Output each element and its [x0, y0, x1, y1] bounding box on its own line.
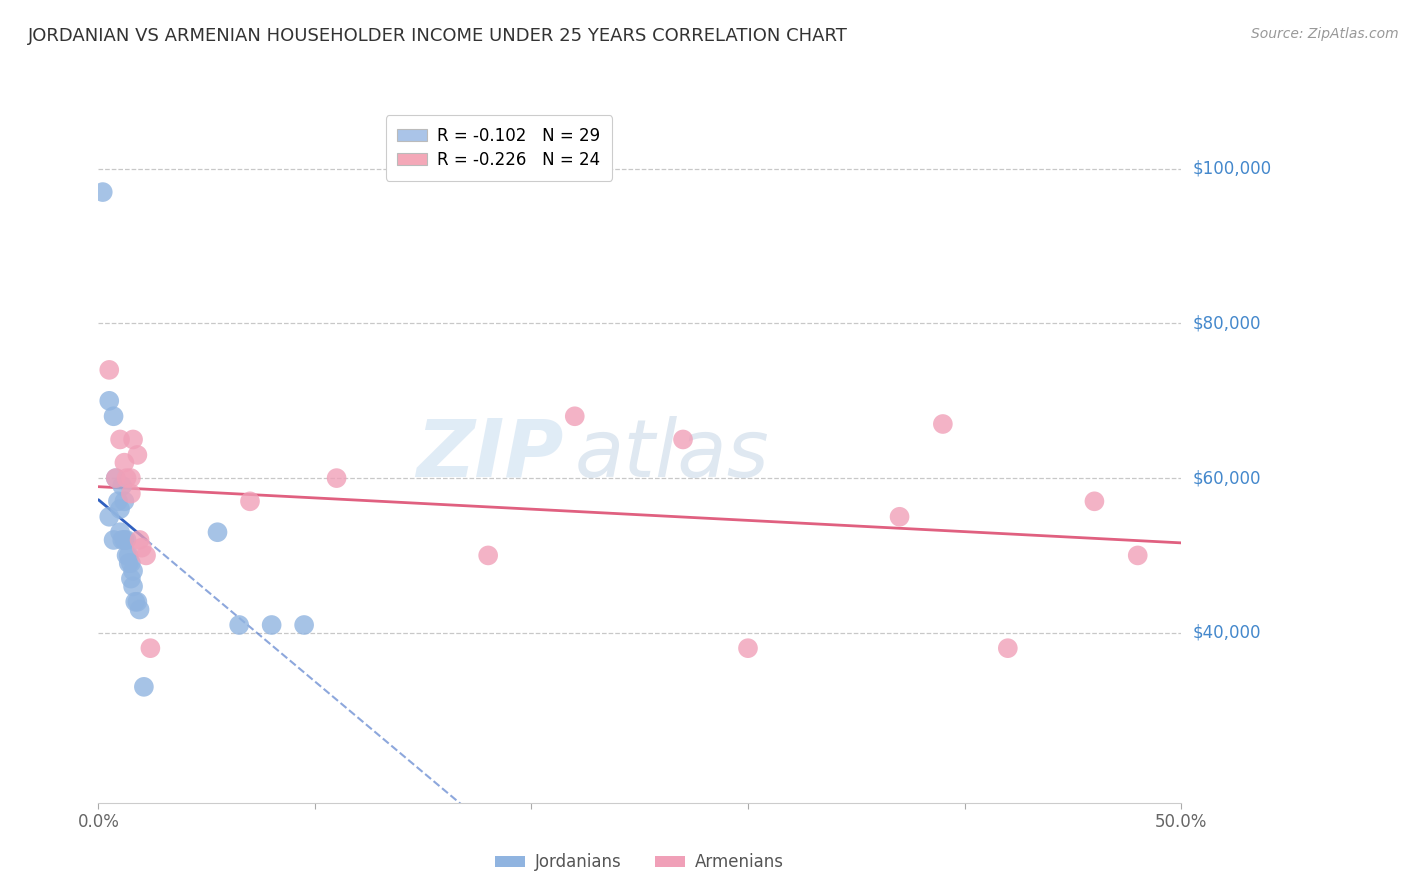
Point — [132, 680, 155, 694]
Point — [127, 595, 149, 609]
Point — [672, 433, 695, 447]
Point — [889, 509, 911, 524]
Point — [131, 541, 153, 555]
Text: atlas: atlas — [575, 416, 769, 494]
Point — [139, 641, 162, 656]
Point — [477, 549, 499, 563]
Point — [104, 471, 127, 485]
Point — [104, 471, 127, 485]
Point — [997, 641, 1019, 656]
Point — [124, 595, 146, 609]
Point — [737, 641, 759, 656]
Point — [103, 409, 125, 424]
Point — [325, 471, 347, 485]
Point — [98, 363, 121, 377]
Point — [1083, 494, 1105, 508]
Point — [1126, 549, 1149, 563]
Point — [127, 448, 149, 462]
Text: $40,000: $40,000 — [1192, 624, 1261, 641]
Point — [122, 579, 145, 593]
Point — [239, 494, 262, 508]
Point — [120, 572, 142, 586]
Text: $80,000: $80,000 — [1192, 315, 1261, 333]
Point — [111, 479, 134, 493]
Point — [118, 556, 141, 570]
Point — [260, 618, 283, 632]
Point — [108, 525, 131, 540]
Point — [120, 486, 142, 500]
Point — [115, 471, 138, 485]
Point — [122, 433, 145, 447]
Point — [564, 409, 586, 424]
Point — [108, 433, 131, 447]
Point — [103, 533, 125, 547]
Point — [228, 618, 250, 632]
Point — [128, 533, 150, 547]
Point — [112, 533, 135, 547]
Point — [115, 533, 138, 547]
Point — [98, 509, 121, 524]
Point — [111, 533, 134, 547]
Point — [91, 185, 114, 199]
Text: $60,000: $60,000 — [1192, 469, 1261, 487]
Point — [120, 471, 142, 485]
Point — [135, 549, 157, 563]
Point — [115, 549, 138, 563]
Point — [107, 494, 129, 508]
Point — [108, 502, 131, 516]
Point — [118, 549, 141, 563]
Text: Source: ZipAtlas.com: Source: ZipAtlas.com — [1251, 27, 1399, 41]
Point — [112, 494, 135, 508]
Text: $100,000: $100,000 — [1192, 160, 1271, 178]
Point — [98, 393, 121, 408]
Point — [932, 417, 955, 431]
Point — [128, 602, 150, 616]
Point — [207, 525, 229, 540]
Point — [122, 564, 145, 578]
Point — [120, 556, 142, 570]
Text: ZIP: ZIP — [416, 416, 564, 494]
Point — [112, 456, 135, 470]
Legend: Jordanians, Armenians: Jordanians, Armenians — [488, 847, 792, 878]
Point — [292, 618, 315, 632]
Text: JORDANIAN VS ARMENIAN HOUSEHOLDER INCOME UNDER 25 YEARS CORRELATION CHART: JORDANIAN VS ARMENIAN HOUSEHOLDER INCOME… — [28, 27, 848, 45]
